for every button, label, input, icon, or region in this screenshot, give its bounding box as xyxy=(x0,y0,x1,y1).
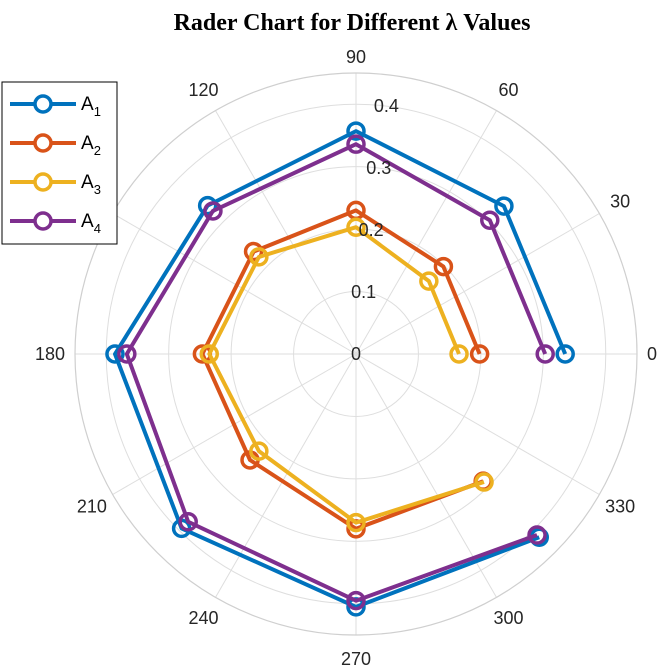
series-line xyxy=(200,208,484,531)
data-point xyxy=(419,271,439,291)
angle-tick-label: 240 xyxy=(188,608,218,628)
angle-tick-label: 0 xyxy=(647,344,657,364)
data-point xyxy=(480,210,500,230)
data-point xyxy=(494,196,514,216)
data-point xyxy=(199,344,220,364)
angle-tick-label: 300 xyxy=(493,608,523,628)
data-point xyxy=(105,344,125,364)
data-point xyxy=(249,247,269,267)
grid-spoke xyxy=(215,110,357,355)
grid-spoke xyxy=(355,110,497,355)
series-1 xyxy=(105,121,575,617)
radial-tick-label: 0 xyxy=(351,344,361,364)
legend-box xyxy=(1,81,118,245)
data-point xyxy=(346,590,366,611)
angle-tick-label: 270 xyxy=(341,649,371,669)
angle-tick-label: 60 xyxy=(498,80,518,100)
series-2 xyxy=(192,200,493,539)
data-point xyxy=(249,441,269,461)
angle-tick-label: 90 xyxy=(346,47,366,67)
series-3 xyxy=(199,217,494,533)
data-point xyxy=(433,256,454,277)
data-point xyxy=(527,525,547,545)
data-point xyxy=(346,134,366,154)
legend-swatch-marker xyxy=(33,172,53,192)
series-4 xyxy=(117,134,555,611)
data-point xyxy=(346,217,366,237)
radial-tick-label: 0.2 xyxy=(359,220,384,240)
series-layer xyxy=(105,121,575,617)
angle-tick-label: 180 xyxy=(35,344,65,364)
grid-spoke xyxy=(355,353,600,495)
radial-tick-label: 0.1 xyxy=(351,282,376,302)
angle-tick-label: 120 xyxy=(188,80,218,100)
legend-swatch-marker xyxy=(33,211,53,231)
outer-circle xyxy=(74,72,638,636)
data-point xyxy=(117,344,137,364)
data-point xyxy=(555,344,575,364)
grid-spoke xyxy=(112,213,357,355)
data-point xyxy=(346,512,366,533)
radial-tick-label: 0.4 xyxy=(374,96,399,116)
series-line xyxy=(124,142,548,603)
grid-spoke xyxy=(355,213,600,355)
polar-grid xyxy=(74,72,638,636)
data-point xyxy=(203,201,223,221)
series-line xyxy=(207,225,485,525)
series-line xyxy=(113,129,568,609)
angle-tick-label: 330 xyxy=(605,497,635,517)
legend-item: A4 xyxy=(10,211,101,236)
data-point xyxy=(243,241,264,262)
data-point xyxy=(474,472,494,492)
angle-tick-label: 30 xyxy=(610,192,630,212)
data-point xyxy=(197,195,218,216)
chart-title: Rader Chart for Different λ Values xyxy=(174,10,531,36)
grid-spoke xyxy=(215,353,357,598)
angle-tick-label: 210 xyxy=(77,497,107,517)
legend-swatch-marker xyxy=(33,133,53,153)
radial-tick-label: 0.3 xyxy=(366,158,391,178)
legend-swatch-marker xyxy=(33,94,53,114)
data-point xyxy=(449,344,469,364)
data-point xyxy=(346,121,366,141)
data-point xyxy=(178,512,198,532)
data-point xyxy=(469,344,490,364)
data-point xyxy=(535,344,555,364)
